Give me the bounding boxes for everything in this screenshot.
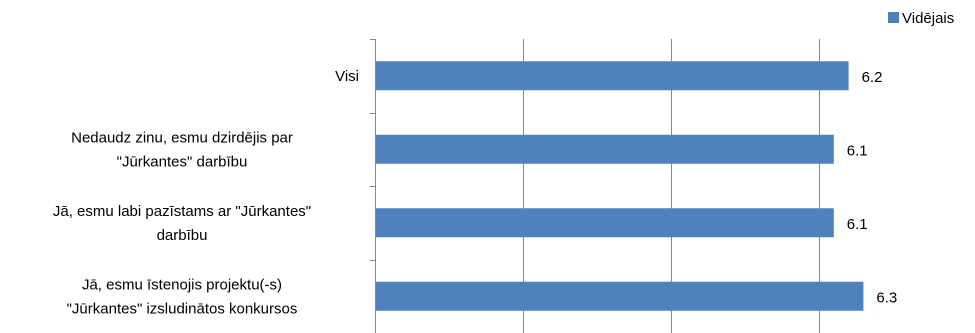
bar-1 bbox=[376, 61, 849, 91]
data-label-1: 6.2 bbox=[862, 69, 883, 86]
category-label-4: Jā, esmu īstenojis projektu(-s) "Jūrkante… bbox=[67, 276, 298, 317]
bar-4 bbox=[376, 281, 864, 311]
category-labels: Visi Nedaudz zinu, esmu dzirdējis par "Jūr… bbox=[53, 68, 359, 318]
category-label-2: Nedaudz zinu, esmu dzirdējis par "Jūrkant… bbox=[71, 129, 293, 170]
data-label-2: 6.1 bbox=[847, 142, 868, 159]
legend: Vidējais bbox=[888, 10, 954, 27]
data-labels: 6.2 6.1 6.1 6.3 bbox=[847, 69, 897, 307]
category-axis bbox=[370, 39, 376, 333]
bar-2 bbox=[376, 134, 834, 164]
legend-swatch bbox=[888, 12, 899, 23]
category-label-1: Visi bbox=[335, 68, 359, 85]
legend-label: Vidējais bbox=[902, 10, 954, 27]
data-label-3: 6.1 bbox=[847, 216, 868, 233]
bar-3 bbox=[376, 208, 834, 238]
bars bbox=[376, 61, 864, 311]
data-label-4: 6.3 bbox=[876, 289, 897, 306]
category-label-3: Jā, esmu labi pazīstams ar "Jūrkantes" da… bbox=[53, 203, 311, 244]
